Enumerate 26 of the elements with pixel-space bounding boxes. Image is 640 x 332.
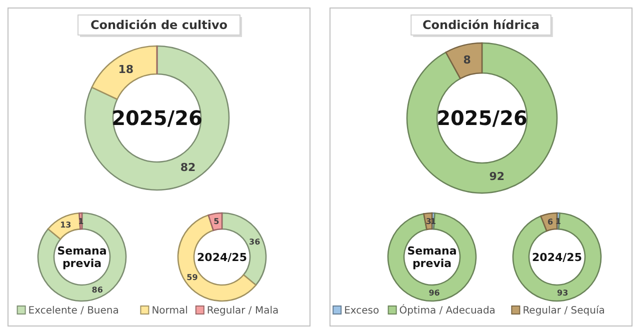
- data-label: 96: [428, 288, 440, 298]
- data-label: 13: [60, 220, 72, 230]
- legend-label: Regular / Sequía: [522, 306, 605, 316]
- legend-label: Excelente / Buena: [28, 306, 119, 316]
- data-label: 92: [489, 170, 505, 183]
- text: 2024/25: [532, 250, 582, 264]
- data-label: 5: [214, 217, 220, 226]
- text: 2025/26: [436, 106, 528, 130]
- text: 2024/25: [197, 250, 247, 264]
- data-label: 8: [463, 54, 471, 67]
- chart-title: Condición hídrica: [422, 18, 540, 32]
- data-label: 93: [557, 288, 568, 298]
- data-label: 82: [180, 160, 196, 174]
- legend-label: Óptima / Adecuada: [399, 304, 496, 316]
- chart-title: Condición de cultivo: [90, 18, 228, 32]
- data-label: 59: [186, 273, 198, 282]
- data-label: 86: [92, 285, 104, 294]
- data-label: 18: [118, 62, 134, 76]
- data-label: 3: [426, 216, 432, 226]
- data-label: 6: [547, 217, 554, 226]
- legend-label: Exceso: [344, 306, 380, 316]
- legend-label: Normal: [152, 306, 188, 316]
- legend-label: Regular / Mala: [206, 306, 279, 316]
- text: Semana previa: [407, 244, 457, 270]
- text: Semana previa: [57, 244, 107, 270]
- data-label: 36: [249, 237, 261, 246]
